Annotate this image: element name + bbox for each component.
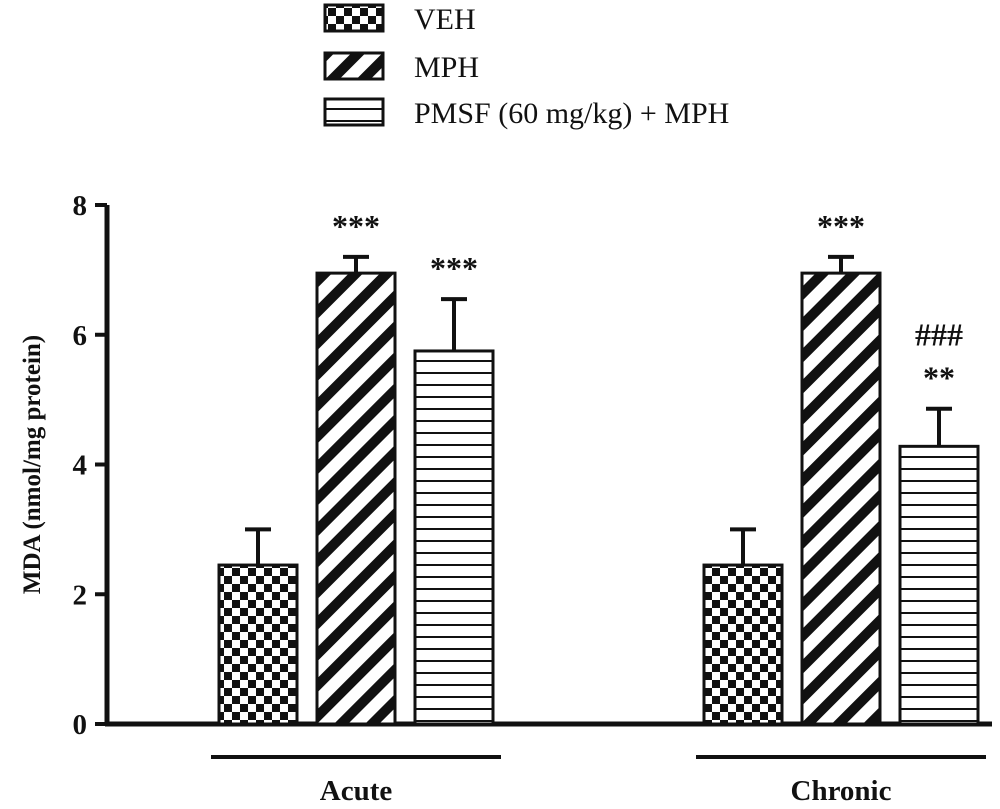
y-tick-label: 0 bbox=[73, 709, 88, 741]
bars bbox=[217, 271, 980, 726]
y-axis-label: MDA (nmol/mg protein) bbox=[19, 335, 46, 594]
group-label-acute: Acute bbox=[320, 775, 393, 807]
legend-item-horizontal: PMSF (60 mg/kg) + MPH bbox=[323, 97, 729, 130]
legend-swatch-checker bbox=[323, 3, 385, 33]
bar-chronic-checker bbox=[702, 563, 784, 726]
significance-marker: *** bbox=[430, 250, 478, 286]
bar-acute-checker bbox=[217, 563, 299, 726]
y-tick-label: 4 bbox=[73, 450, 88, 482]
significance-marker: ### bbox=[915, 317, 963, 353]
bar-chronic-horizontal bbox=[898, 444, 980, 726]
y-tick-label: 8 bbox=[73, 190, 88, 222]
legend-label: MPH bbox=[414, 51, 479, 84]
bar-chronic-diagonal bbox=[800, 271, 882, 726]
group-label-chronic: Chronic bbox=[791, 775, 892, 807]
bar-acute-horizontal bbox=[413, 349, 495, 726]
significance-marker: *** bbox=[817, 208, 865, 244]
legend-swatch-diagonal bbox=[323, 51, 385, 81]
significance-annotations: ***********### bbox=[332, 208, 963, 396]
legend-swatch-horizontal bbox=[323, 97, 385, 127]
legend-label: PMSF (60 mg/kg) + MPH bbox=[414, 97, 729, 130]
legend-label: VEH bbox=[414, 3, 476, 36]
group-labels: Acute Chronic bbox=[211, 755, 986, 807]
legend: VEH MPH PMSF (60 mg/kg) + MPH bbox=[323, 3, 729, 130]
error-bars bbox=[245, 254, 952, 566]
bar-acute-diagonal bbox=[315, 271, 397, 726]
legend-item-checker: VEH bbox=[323, 3, 476, 36]
significance-marker: *** bbox=[332, 208, 380, 244]
legend-item-diagonal: MPH bbox=[323, 51, 479, 84]
y-tick-label: 2 bbox=[73, 579, 88, 611]
y-tick-label: 6 bbox=[73, 320, 88, 352]
significance-marker: ** bbox=[923, 360, 955, 396]
